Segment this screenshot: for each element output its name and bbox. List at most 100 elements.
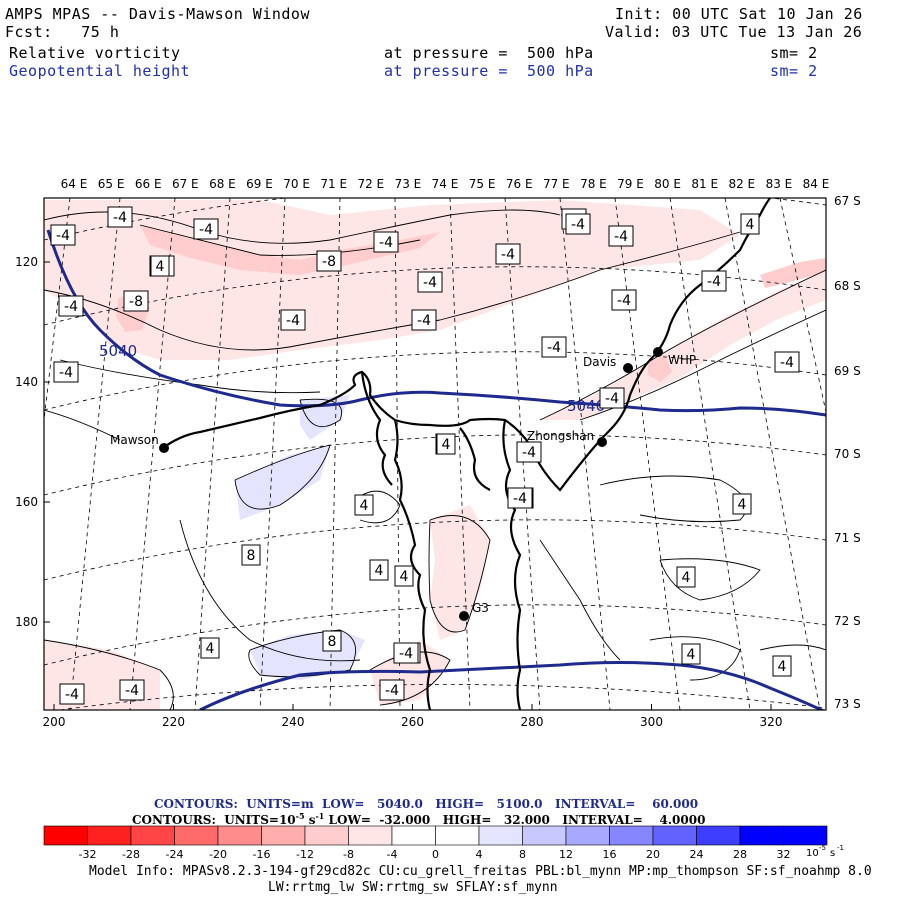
shade-ne-band [760,258,826,288]
top-lon-label: 69 E [246,177,273,191]
vort-label: -4 [59,683,85,705]
vort-label: 4 [354,494,374,516]
colorbar-tick: 32 [777,848,791,861]
vort-label: -4 [393,642,419,664]
top-lon-label: 73 E [395,177,422,191]
svg-text:8: 8 [328,634,337,650]
height-contour-labels: 5040 5040 [99,342,605,415]
colorbar-swatch [174,825,219,846]
height-contour-south [199,661,826,710]
colorbar-tick: -12 [296,848,314,861]
svg-text:4: 4 [400,569,409,585]
svg-text:4: 4 [375,563,384,579]
colorbar-swatch [522,825,567,846]
colorbar-tick: 8 [519,848,526,861]
colorbar-tick: -8 [343,848,354,861]
vort-label: -4 [280,309,306,331]
vort-label: -4 [516,441,542,463]
axis-labels: 64 E 65 E 66 E 67 E 68 E 69 E 70 E 71 E 72 E 73 E… [15,177,861,729]
vort-label: 4 [150,255,170,277]
svg-text:-4: -4 [385,683,399,699]
svg-text:-4: -4 [286,313,300,329]
svg-text:-4: -4 [780,355,794,371]
height-contours [46,229,826,710]
svg-text:-4: -4 [522,445,536,461]
vort-label: -4 [193,218,219,240]
colorbar-tick: 4 [476,848,483,861]
vort-label: -4 [58,295,84,317]
station-g3-label: G3 [472,601,489,615]
top-lon-label: 77 E [543,177,570,191]
left-y-label: 180 [15,615,38,629]
top-lon-label: 83 E [766,177,793,191]
station-whp-label: WHP [668,353,696,367]
station-markers: Mawson Davis WHP Zhongshan G3 [110,347,696,621]
top-lon-label: 82 E [728,177,755,191]
vort-legend-interval: INTERVAL= 4.0000 [562,813,706,827]
vort-legend-exp2: -1 [315,811,325,821]
station-mawson-dot [159,443,169,453]
station-zhongshan-dot [597,437,607,447]
vort-label: -4 [774,351,800,373]
colorbar-swatch [609,825,654,846]
svg-text:4: 4 [778,659,787,675]
colorbar-tick: -32 [79,848,97,861]
vort-label: -4 [599,387,625,409]
svg-text:-4: -4 [513,491,527,507]
svg-text:4: 4 [738,497,747,513]
model-info-line2: LW:rrtmg_lw SW:rrtmg_sw SFLAY:sf_mynn [268,880,558,895]
colorbar-swatch [348,825,393,846]
right-lat-label: 72 S [834,614,861,628]
top-lon-label: 65 E [98,177,125,191]
vort-label: -4 [53,361,79,383]
colorbar-tick: 28 [733,848,747,861]
svg-text:-4: -4 [501,247,515,263]
colorbar-swatch [87,825,132,846]
height-label: 5040 [567,397,605,415]
right-lat-label: 67 S [834,194,861,208]
top-lon-label: 66 E [135,177,162,191]
vort-legend-low: LOW= -32.000 [324,813,431,827]
vort-label: -8 [316,250,342,272]
svg-text:4: 4 [156,259,165,275]
vort-legend-unit: s [308,813,316,827]
svg-text:8: 8 [247,548,256,564]
forecast-hour: Fcst: 75 h [5,23,120,41]
svg-text:-4: -4 [417,313,431,329]
svg-text:-4: -4 [199,222,213,238]
bottom-x-label: 220 [162,715,185,729]
field2-level: at pressure = 500 hPa [384,62,594,80]
vort-label: 4 [732,493,752,515]
top-lon-label: 78 E [580,177,607,191]
colorbar-tick: -20 [209,848,227,861]
height-legend: CONTOURS: UNITS=m LOW= 5040.0 HIGH= 5100… [154,797,698,811]
bottom-x-label: 260 [401,715,424,729]
field1-name: Relative vorticity [9,44,181,62]
top-lon-label: 79 E [617,177,644,191]
top-lon-label: 81 E [691,177,718,191]
field2-smooth: sm= 2 [770,62,818,80]
svg-text:-4: -4 [399,646,413,662]
vort-label: 4 [772,655,792,677]
right-lat-label: 73 S [834,697,861,711]
colorbar-tick: -24 [166,848,184,861]
bottom-x-label: 280 [521,715,544,729]
station-whp-dot [653,347,663,357]
colorbar-swatch [217,825,262,846]
vort-label: -4 [411,309,437,331]
coastline [159,198,771,710]
vort-label: -4 [541,336,567,358]
height-contour-north [46,229,826,417]
top-lon-label: 67 E [172,177,199,191]
height-legend-high: HIGH= 5100.0 [435,797,543,811]
vort-label: 8 [241,544,261,566]
colorbar-tick: 0 [432,848,439,861]
svg-text:-4: -4 [379,235,393,251]
colorbar-swatch [739,825,784,846]
svg-text:-4: -4 [59,365,73,381]
svg-text:-4: -4 [423,275,437,291]
vort-label: -4 [373,231,399,253]
svg-text:-4: -4 [125,683,139,699]
left-y-label: 160 [15,495,38,509]
top-lon-label: 70 E [283,177,310,191]
